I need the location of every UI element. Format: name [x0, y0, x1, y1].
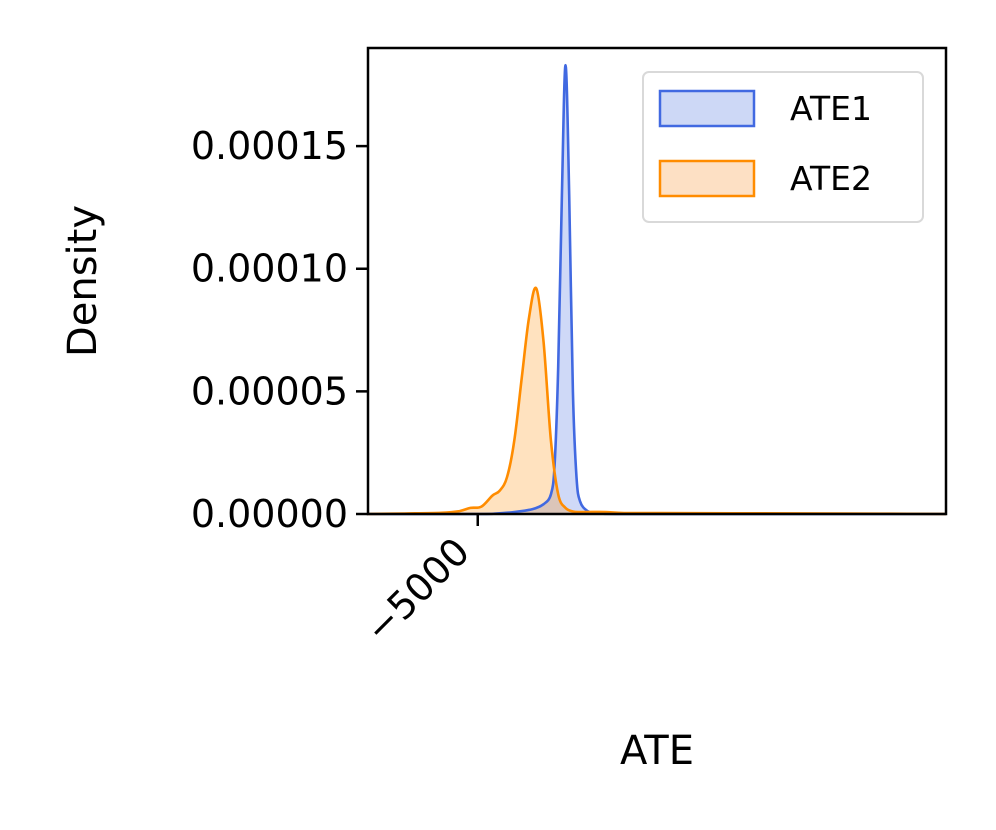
y-tick-label: 0.00015: [191, 124, 348, 168]
legend-label: ATE2: [790, 159, 872, 198]
y-tick-label: 0.00005: [191, 369, 348, 413]
x-tick-label: −5000: [356, 529, 478, 651]
x-axis-label: ATE: [620, 728, 694, 774]
y-tick-label: 0.00000: [191, 492, 348, 536]
plot-frame: [366, 46, 948, 516]
legend-swatch: [658, 89, 756, 128]
y-axis-label: Density: [60, 205, 106, 357]
y-tick-label: 0.00010: [191, 247, 348, 291]
legend-swatch: [658, 159, 756, 198]
series-area-2: [368, 287, 946, 514]
legend-label: ATE1: [790, 89, 872, 128]
series-line-2: [367, 286, 947, 516]
